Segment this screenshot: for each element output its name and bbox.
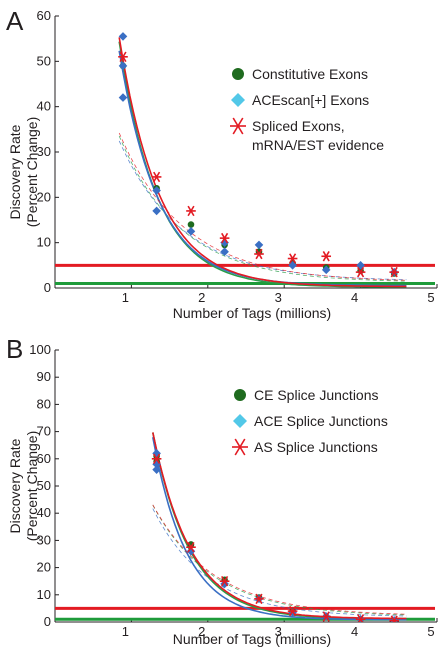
legend-marker: [232, 68, 244, 80]
y-axis-label-a-line2: (Percent Change): [24, 117, 40, 228]
fit-curve: [118, 37, 407, 288]
data-point: [389, 615, 400, 622]
x-tick-label: 3: [275, 290, 282, 305]
y-tick-label: 10: [37, 587, 51, 602]
x-axis-label-b: Number of Tags (millions): [173, 631, 331, 647]
data-point: [118, 93, 128, 102]
legend-label: ACE Splice Junctions: [254, 413, 388, 429]
panel-letter-a: A: [6, 6, 24, 36]
fit-curve-dashed: [152, 508, 407, 617]
fit-curve-dashed: [118, 140, 407, 281]
data-point: [321, 265, 331, 275]
data-point: [186, 227, 196, 236]
y-tick-label: 20: [37, 560, 51, 575]
data-point: [152, 449, 161, 458]
y-tick-label: 50: [37, 53, 51, 68]
legend-label: AS Splice Junctions: [254, 439, 378, 455]
data-point: [321, 251, 332, 262]
y-axis-label-a-line1: Discovery Rate: [7, 124, 23, 219]
y-tick-label: 100: [29, 342, 51, 357]
legend: Constitutive Exons ACEscan[+] Exons Splice…: [230, 66, 384, 153]
data-point: [254, 240, 264, 250]
y-tick-label: 70: [37, 424, 51, 439]
data-point: [118, 51, 128, 63]
y-tick-label: 90: [37, 369, 51, 384]
legend-marker: [231, 93, 245, 107]
data-point: [187, 221, 195, 228]
data-point: [152, 206, 161, 216]
x-tick-label: 5: [427, 290, 434, 305]
data-point: [219, 575, 230, 587]
x-axis-label-a: Number of Tags (millions): [173, 305, 331, 321]
x-tick-label: 1: [122, 624, 129, 639]
data-point: [287, 605, 298, 617]
x-tick-label: 1: [122, 290, 129, 305]
data-point: [220, 247, 229, 257]
y-tick-label: 30: [37, 532, 51, 547]
data-point: [118, 61, 128, 71]
data-point: [254, 593, 264, 605]
y-tick-label: 10: [37, 235, 51, 250]
data-point: [186, 546, 196, 556]
panel-letter-b: B: [6, 334, 23, 364]
data-point: [152, 465, 161, 474]
fit-curve: [118, 50, 407, 287]
data-point: [254, 248, 264, 260]
chart-panel-b: B Discovery Rate (Percent Change) Number…: [6, 334, 438, 647]
plot-area: [118, 32, 407, 288]
y-tick-label: 80: [37, 396, 51, 411]
data-point: [186, 541, 196, 553]
y-tick-label: 60: [37, 8, 51, 23]
y-tick-label: 20: [37, 189, 51, 204]
legend-label: CE Splice Junctions: [254, 387, 379, 403]
legend: CE Splice Junctions ACE Splice Junctions A…: [232, 387, 388, 456]
x-tick-label: 2: [198, 290, 205, 305]
data-point: [186, 205, 196, 217]
y-tick-label: 40: [37, 505, 51, 520]
data-point: [287, 253, 298, 264]
fit-curve: [152, 432, 407, 620]
y-axis-label-b-line1: Discovery Rate: [7, 438, 23, 533]
data-point: [187, 541, 195, 548]
data-point: [321, 611, 332, 622]
y-tick-label: 0: [44, 614, 51, 629]
legend-label: Constitutive Exons: [252, 66, 368, 82]
y-axis-label-b-line2: (Percent Change): [24, 431, 40, 542]
data-point: [151, 171, 162, 183]
y-tick-label: 40: [37, 99, 51, 114]
fit-curve: [152, 437, 407, 621]
legend-label: Spliced Exons,: [252, 118, 345, 134]
y-tick-label: 30: [37, 144, 51, 159]
x-tick-label: 2: [198, 624, 205, 639]
x-tick-label: 4: [351, 624, 358, 639]
data-point: [151, 453, 162, 465]
chart-panel-a: A Discovery Rate (Percent Change) Number…: [6, 6, 438, 321]
y-tick-label: 50: [37, 478, 51, 493]
data-point: [355, 614, 366, 622]
data-point: [118, 32, 128, 41]
legend-marker: [230, 117, 246, 135]
fit-curve: [152, 432, 407, 620]
legend-label: mRNA/EST evidence: [252, 137, 384, 153]
data-point: [219, 232, 230, 244]
fit-curve-dashed: [152, 504, 407, 616]
legend-marker: [233, 414, 247, 428]
legend-label: ACEscan[+] Exons: [252, 92, 369, 108]
y-tick-label: 0: [44, 280, 51, 295]
plot-area: [151, 432, 407, 622]
x-tick-label: 3: [275, 624, 282, 639]
legend-marker: [232, 438, 248, 456]
data-point: [355, 266, 366, 278]
legend-marker: [234, 389, 246, 401]
data-point: [288, 261, 297, 270]
x-tick-label: 4: [351, 290, 358, 305]
x-tick-label: 5: [427, 624, 434, 639]
y-tick-label: 60: [37, 451, 51, 466]
data-point: [389, 266, 400, 278]
data-point: [152, 186, 161, 195]
